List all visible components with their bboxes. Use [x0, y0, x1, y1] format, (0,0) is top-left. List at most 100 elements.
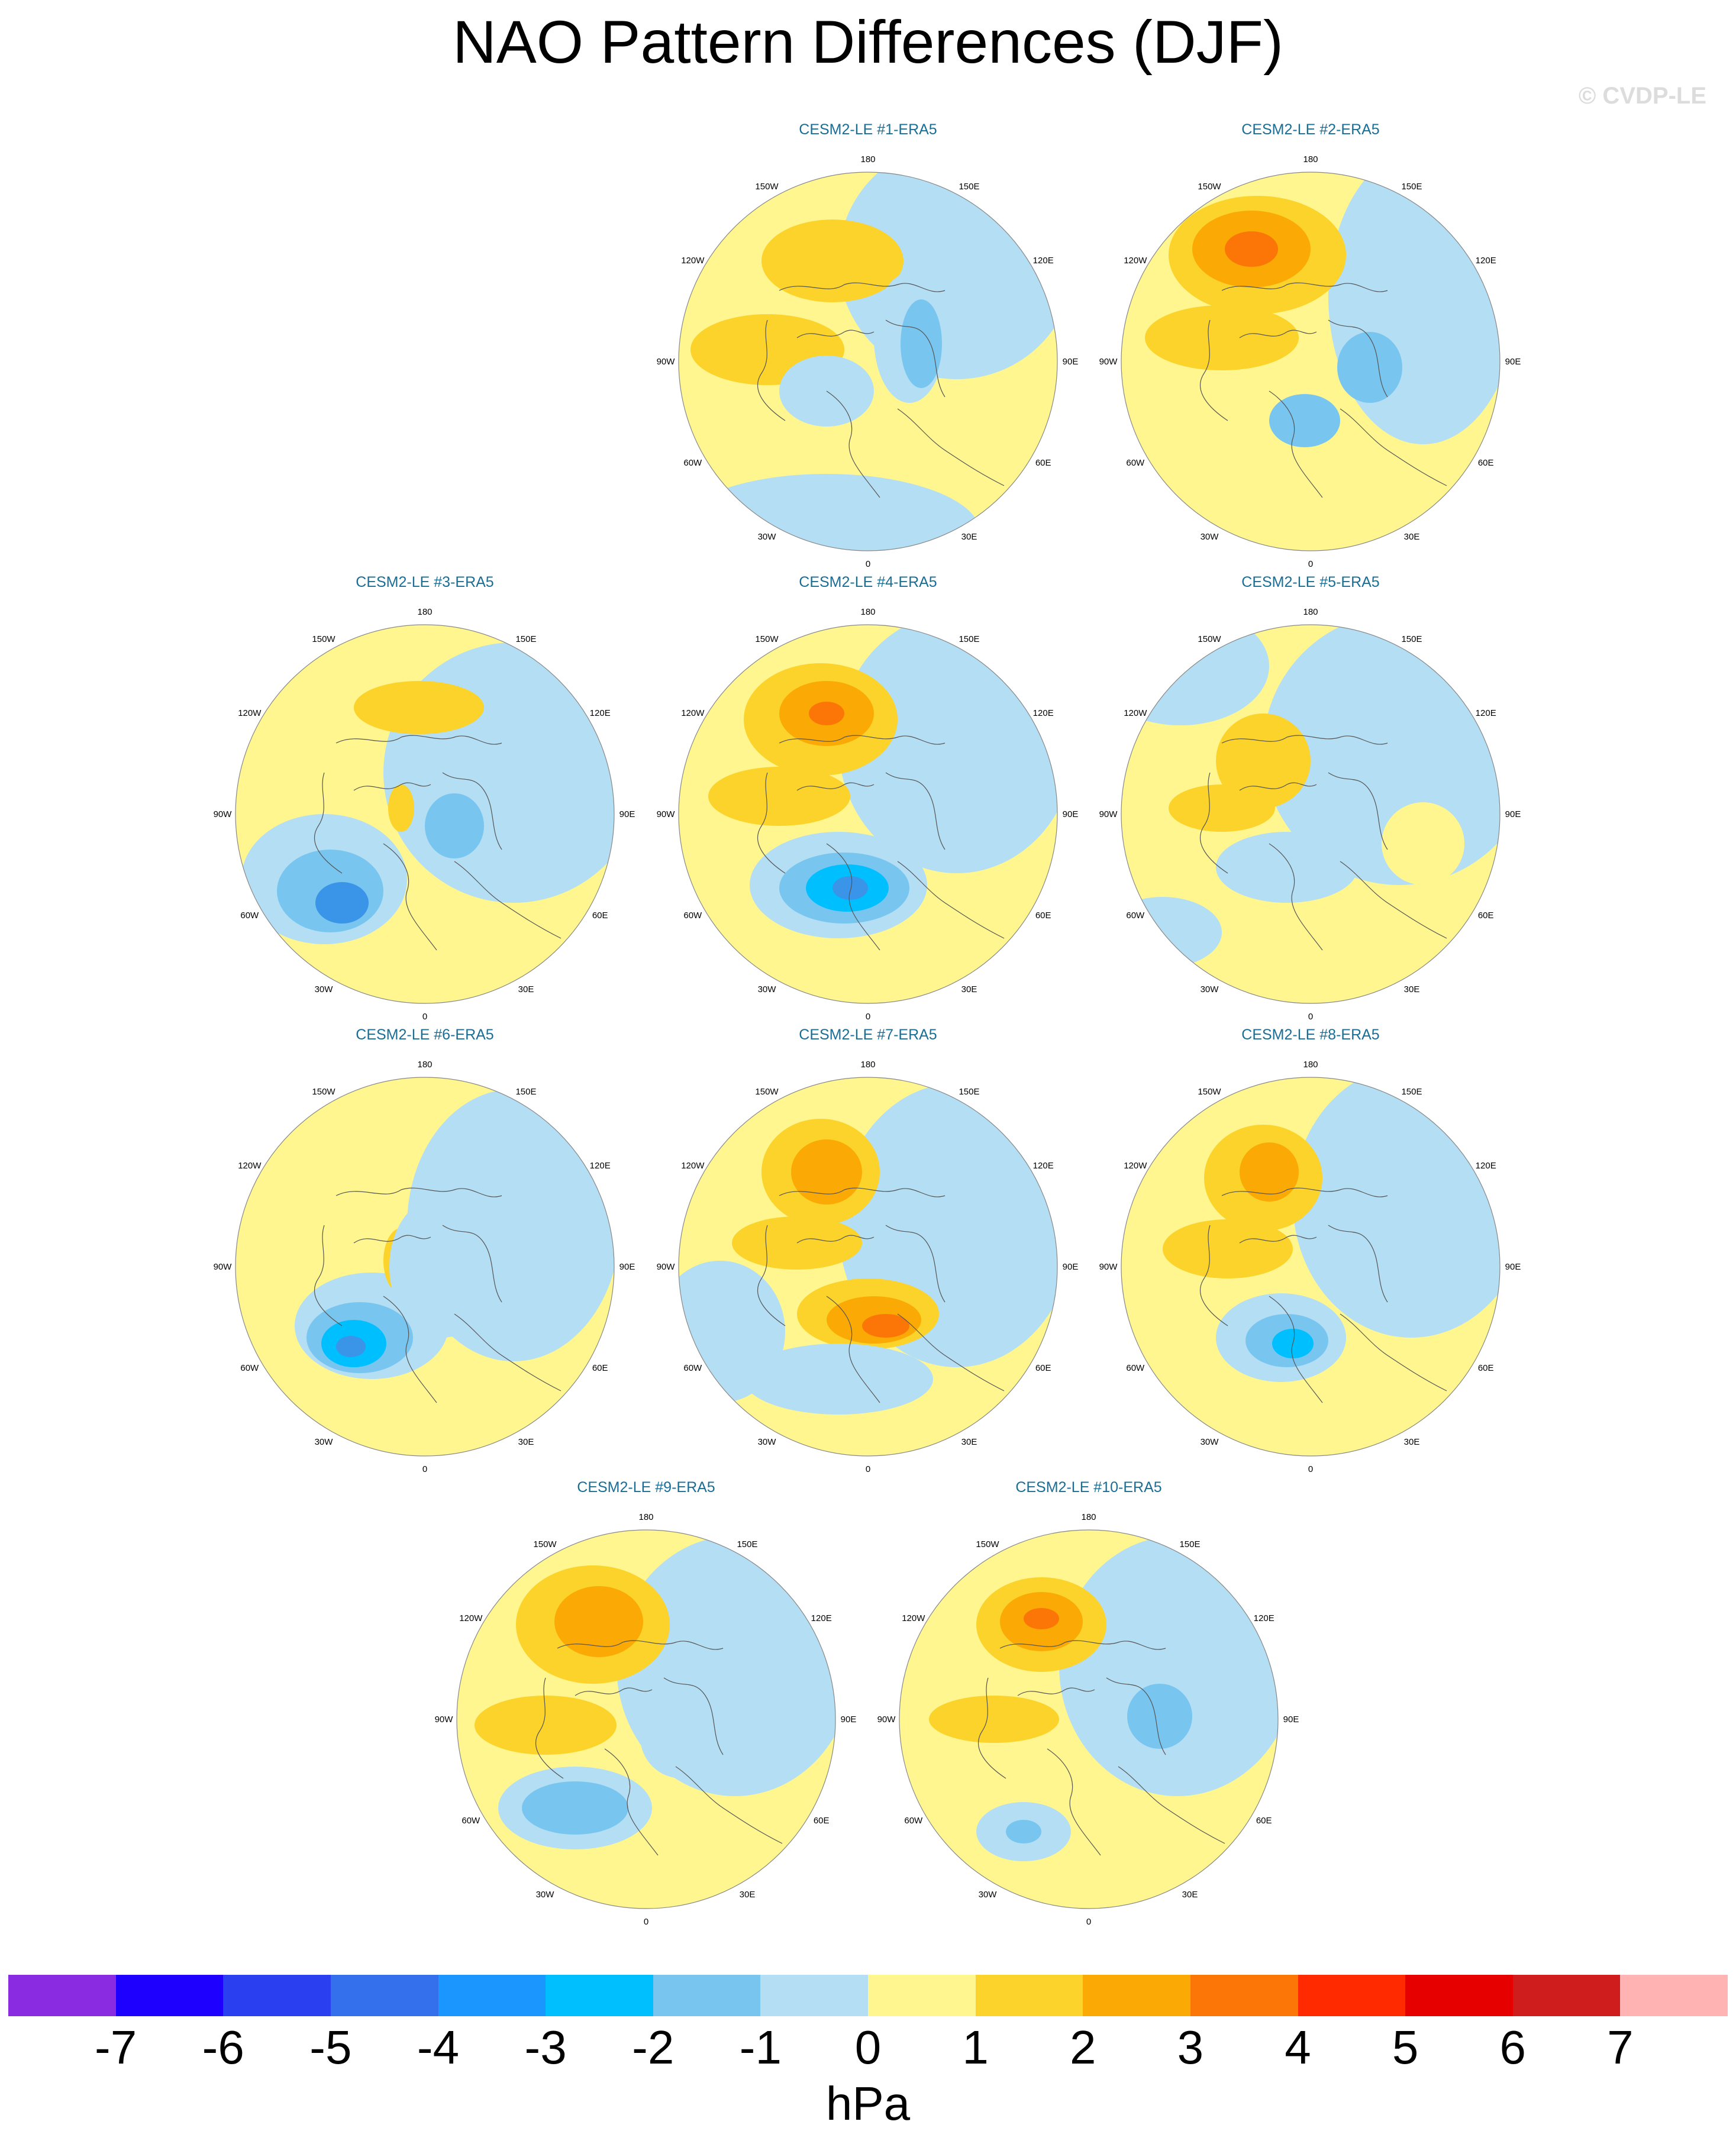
longitude-label: 60W	[683, 458, 702, 468]
map-panel: CESM2-LE #2-ERA5 180 150E 120E 90E 60E 30E 0 30W…	[1092, 121, 1530, 577]
field-contour	[1006, 1820, 1041, 1843]
colorbar-segment	[8, 1975, 116, 2016]
longitude-label: 150E	[959, 1087, 979, 1097]
map-boundary	[1121, 1077, 1501, 1457]
longitude-label: 90E	[1505, 809, 1521, 819]
longitude-label: 150E	[1179, 1539, 1200, 1549]
coastline	[1221, 282, 1388, 292]
longitude-label: 120W	[902, 1613, 925, 1623]
longitude-label: 180	[1081, 1512, 1096, 1522]
longitude-label: 30W	[315, 984, 334, 995]
longitude-label: 90E	[1063, 357, 1079, 367]
longitude-label: 90E	[1505, 357, 1521, 367]
longitude-label: 180	[638, 1512, 653, 1522]
colorbar-segment	[546, 1975, 653, 2016]
longitude-label: 30E	[1404, 1437, 1420, 1447]
longitude-label: 90E	[619, 809, 635, 819]
colorbar-tick-label: 3	[1177, 2021, 1204, 2074]
coastline	[1269, 1296, 1323, 1403]
panel-title: CESM2-LE #4-ERA5	[799, 574, 937, 590]
map-boundary	[899, 1529, 1279, 1909]
field-contour	[475, 1696, 617, 1755]
field-contour	[389, 1196, 496, 1338]
longitude-label: 120E	[1033, 708, 1054, 718]
coastline	[897, 861, 1005, 939]
coastline	[999, 1640, 1166, 1650]
longitude-label: 90E	[1063, 809, 1079, 819]
longitude-label: 120E	[1033, 1161, 1054, 1171]
longitude-label: 30W	[536, 1890, 555, 1900]
field-contour	[354, 681, 484, 734]
colorbar-tick-label: 7	[1607, 2021, 1634, 2074]
colorbar-tick-label: 5	[1392, 2021, 1419, 2074]
longitude-label: 120W	[459, 1613, 483, 1623]
map-boundary	[678, 1077, 1058, 1457]
longitude-label: 150W	[755, 634, 779, 644]
colorbar-segment	[760, 1975, 868, 2016]
longitude-label: 30E	[1404, 532, 1420, 542]
coastline	[1200, 319, 1228, 421]
longitude-label: 120W	[1124, 708, 1147, 718]
coastline	[826, 1296, 880, 1403]
field-contour	[640, 1696, 723, 1778]
coastline	[454, 1313, 562, 1391]
longitude-label: 150E	[737, 1539, 757, 1549]
longitude-label: 180	[860, 607, 875, 617]
longitude-label: 150W	[976, 1539, 999, 1549]
field-layer	[235, 625, 614, 1003]
longitude-label: 180	[1303, 154, 1318, 164]
longitude-label: 0	[1086, 1917, 1091, 1927]
longitude-label: 30W	[1201, 1437, 1219, 1447]
colorbar-tick-label: 1	[962, 2021, 989, 2074]
coastline	[383, 843, 437, 951]
field-layer	[899, 1530, 1278, 1909]
longitude-label: 180	[860, 154, 875, 164]
longitude-label: 120W	[681, 708, 705, 718]
polar-map: 180 150E 120E 90E 60E 30E 0 30W 60W 90W 120W 150W	[1099, 1060, 1521, 1474]
field-layer	[679, 625, 1057, 1003]
longitude-label: 120E	[1033, 256, 1054, 266]
field-contour	[1024, 1608, 1059, 1629]
coastline	[1017, 1687, 1095, 1696]
longitude-label: 60E	[592, 1363, 608, 1373]
coastline	[1221, 735, 1388, 745]
map-boundary	[456, 1529, 836, 1909]
longitude-label: 0	[422, 1012, 427, 1022]
map-panel: CESM2-LE #9-ERA5 180 150E 120E 90E 60E 30E 0 30W…	[427, 1479, 865, 1935]
longitude-label: 150E	[1401, 182, 1422, 192]
longitude-label: 60W	[1126, 910, 1145, 921]
longitude-label: 90W	[657, 809, 676, 819]
field-contour	[336, 1336, 366, 1357]
colorbar-segment	[1512, 1975, 1621, 2016]
colorbar-ticks: -7 -6 -5 -4 -3 -2 -1 0 1 2 3 4 5 6 7	[0, 2020, 1736, 2085]
longitude-label: 60E	[1035, 910, 1051, 921]
colorbar-segment	[868, 1975, 976, 2016]
coastline	[897, 408, 1005, 486]
coastline	[897, 1313, 1005, 1391]
colorbar-segment	[1298, 1975, 1406, 2016]
longitude-label: 120W	[681, 1161, 705, 1171]
map-boundary	[678, 624, 1058, 1004]
longitude-label: 60W	[683, 1363, 702, 1373]
field-contour	[315, 882, 369, 924]
coastline	[353, 1235, 431, 1244]
coastline	[1221, 1187, 1388, 1197]
longitude-label: 30E	[961, 984, 977, 995]
longitude-label: 150W	[755, 1087, 779, 1097]
polar-map: 180 150E 120E 90E 60E 30E 0 30W 60W 90W 120W 150W	[877, 1512, 1299, 1927]
longitude-label: 90E	[1283, 1715, 1299, 1725]
longitude-label: 30E	[518, 1437, 534, 1447]
colorbar-unit: hPa	[825, 2077, 911, 2130]
colorbar-segment	[975, 1975, 1083, 2016]
field-layer	[457, 1530, 835, 1909]
longitude-label: 30E	[961, 1437, 977, 1447]
coastline	[1269, 390, 1323, 498]
field-layer	[679, 1077, 1057, 1456]
longitude-label: 0	[866, 559, 870, 569]
coastline	[978, 1677, 1006, 1779]
longitude-label: 120E	[811, 1613, 832, 1623]
colorbar-tick-label: 2	[1070, 2021, 1096, 2074]
field-contour	[1163, 1219, 1293, 1278]
panel-title: CESM2-LE #3-ERA5	[356, 574, 494, 590]
coastline	[663, 1677, 724, 1755]
